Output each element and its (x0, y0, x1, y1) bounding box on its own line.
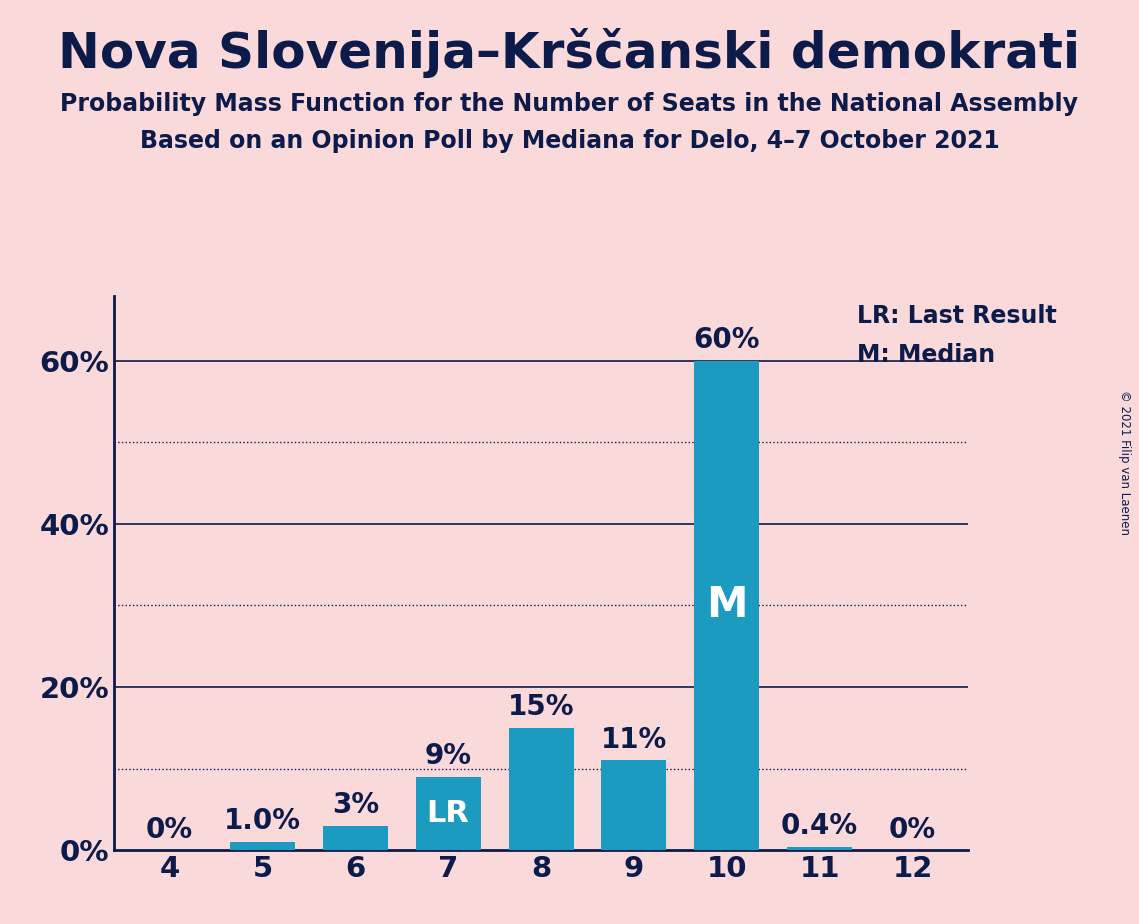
Bar (230, 842, 295, 850)
Text: LR: Last Result: LR: Last Result (857, 304, 1057, 328)
Bar (416, 777, 481, 850)
Bar (695, 361, 760, 850)
Text: Probability Mass Function for the Number of Seats in the National Assembly: Probability Mass Function for the Number… (60, 92, 1079, 116)
Text: 15%: 15% (508, 693, 574, 722)
Text: M: Median: M: Median (857, 343, 995, 367)
Text: LR: LR (427, 799, 469, 828)
Text: M: M (706, 585, 747, 626)
Text: 9%: 9% (425, 742, 472, 771)
Text: 0.4%: 0.4% (781, 812, 858, 840)
Text: 1.0%: 1.0% (224, 808, 301, 835)
Text: © 2021 Filip van Laenen: © 2021 Filip van Laenen (1117, 390, 1131, 534)
Text: 60%: 60% (694, 326, 760, 355)
Bar (601, 760, 666, 850)
Text: 11%: 11% (600, 726, 667, 754)
Text: Nova Slovenija–Krščanski demokrati: Nova Slovenija–Krščanski demokrati (58, 28, 1081, 78)
Text: Based on an Opinion Poll by Mediana for Delo, 4–7 October 2021: Based on an Opinion Poll by Mediana for … (140, 129, 999, 153)
Bar (322, 826, 387, 850)
Bar (508, 728, 574, 850)
Text: 3%: 3% (331, 791, 379, 819)
Text: 0%: 0% (888, 816, 936, 844)
Text: 0%: 0% (146, 816, 194, 844)
Bar (787, 846, 852, 850)
